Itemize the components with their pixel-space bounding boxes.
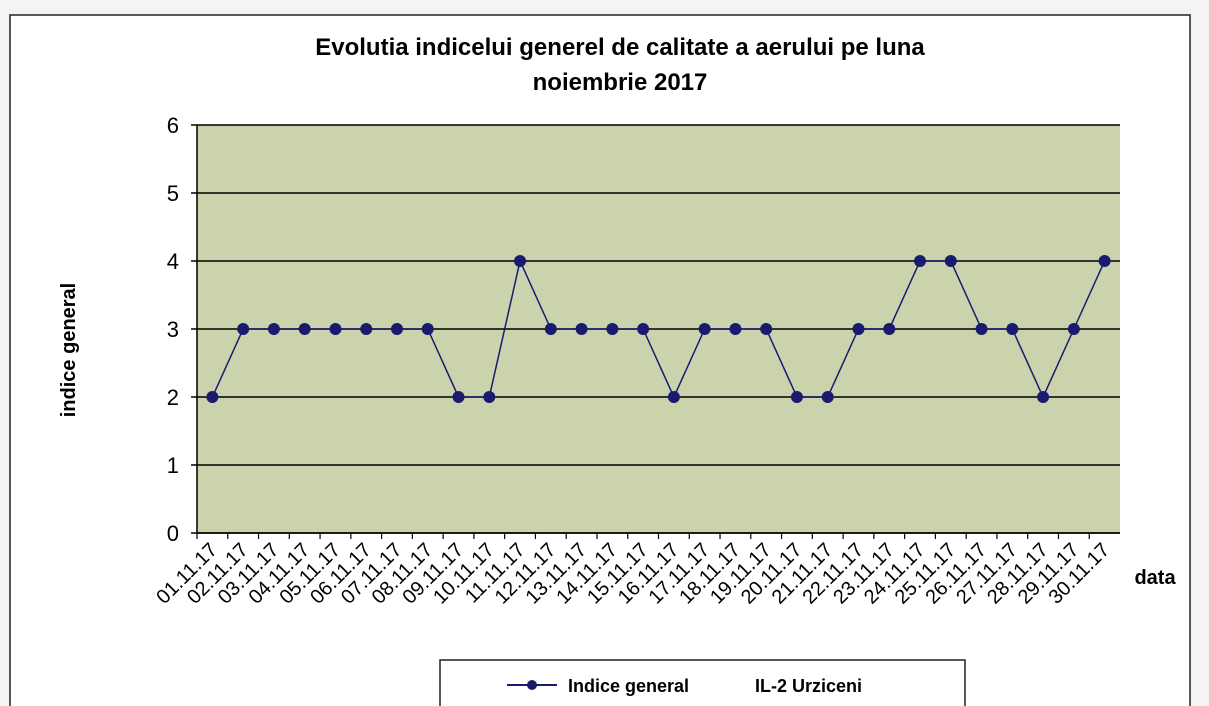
chart-subtitle: noiembrie 2017 bbox=[533, 69, 708, 96]
data-point bbox=[483, 391, 496, 403]
data-point bbox=[975, 323, 988, 335]
data-point bbox=[452, 391, 465, 403]
data-point bbox=[944, 255, 957, 267]
data-point bbox=[667, 391, 680, 403]
legend-note: IL-2 Urziceni bbox=[755, 676, 862, 696]
y-tick-label: 5 bbox=[167, 181, 179, 206]
legend-marker bbox=[527, 680, 537, 690]
data-point bbox=[1098, 255, 1111, 267]
y-tick-label: 4 bbox=[167, 249, 179, 274]
data-point bbox=[421, 323, 434, 335]
y-tick-label: 6 bbox=[167, 113, 179, 138]
data-point bbox=[1037, 391, 1050, 403]
data-point bbox=[698, 323, 711, 335]
data-point bbox=[821, 391, 834, 403]
data-point bbox=[914, 255, 927, 267]
data-point bbox=[575, 323, 588, 335]
data-point bbox=[883, 323, 896, 335]
data-point bbox=[852, 323, 865, 335]
data-point bbox=[298, 323, 311, 335]
data-point bbox=[1006, 323, 1019, 335]
data-point bbox=[1067, 323, 1080, 335]
data-point bbox=[329, 323, 342, 335]
legend-label: Indice general bbox=[568, 676, 689, 696]
data-point bbox=[267, 323, 280, 335]
data-point bbox=[390, 323, 403, 335]
y-tick-label: 0 bbox=[167, 521, 179, 546]
legend-box bbox=[439, 659, 966, 706]
data-point bbox=[360, 323, 373, 335]
chart-title: Evolutia indicelui generel de calitate a… bbox=[315, 34, 925, 61]
data-point bbox=[514, 255, 527, 267]
data-point bbox=[760, 323, 773, 335]
y-tick-label: 2 bbox=[167, 385, 179, 410]
data-point bbox=[206, 391, 219, 403]
y-tick-label: 1 bbox=[167, 453, 179, 478]
data-point bbox=[729, 323, 742, 335]
data-point bbox=[237, 323, 250, 335]
x-axis-label: data bbox=[1134, 567, 1176, 589]
y-axis-label: indice general bbox=[58, 283, 80, 418]
data-point bbox=[544, 323, 557, 335]
data-point bbox=[606, 323, 619, 335]
y-tick-label: 3 bbox=[167, 317, 179, 342]
data-point bbox=[637, 323, 650, 335]
data-point bbox=[790, 391, 803, 403]
